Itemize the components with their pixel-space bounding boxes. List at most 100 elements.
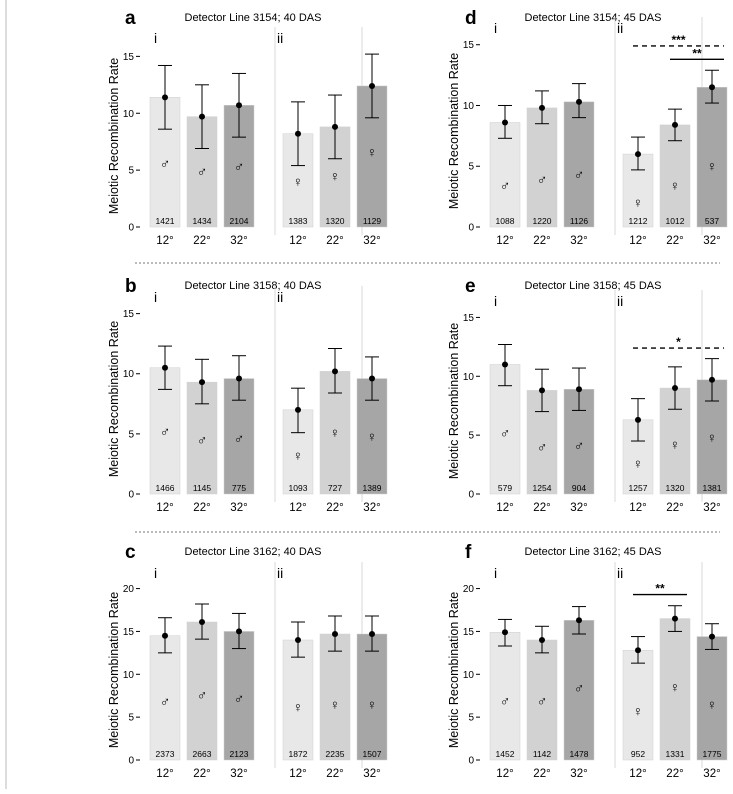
panel-title: Detector Line 3154; 40 DAS xyxy=(185,12,322,24)
mean-point xyxy=(236,628,242,635)
sample-count: 1331 xyxy=(666,749,685,759)
x-tick-label: 32° xyxy=(703,235,720,247)
y-tick-label: 5 xyxy=(468,431,474,442)
x-tick-label: 32° xyxy=(703,768,720,780)
mean-point xyxy=(709,376,715,383)
female-symbol: ♀ xyxy=(367,144,378,160)
x-tick-label: 22° xyxy=(666,768,683,780)
panel-letter: c xyxy=(125,542,136,563)
male-symbol: ♂ xyxy=(160,423,171,439)
y-axis-label: Meiotic Recombination Rate xyxy=(107,321,121,477)
y-axis-label: Meiotic Recombination Rate xyxy=(447,592,461,748)
x-tick-label: 22° xyxy=(193,502,210,514)
bar xyxy=(526,639,558,761)
female-symbol: ♀ xyxy=(330,696,341,712)
female-symbol: ♀ xyxy=(670,178,681,194)
x-tick-label: 32° xyxy=(363,502,380,514)
significance-label: *** xyxy=(671,33,685,47)
male-symbol: ♂ xyxy=(537,693,548,709)
mean-point xyxy=(295,130,301,137)
sample-count: 1452 xyxy=(496,749,515,759)
panel-title: Detector Line 3158; 40 DAS xyxy=(185,280,322,292)
bar xyxy=(696,636,728,761)
female-symbol: ♀ xyxy=(707,158,718,174)
mean-point xyxy=(576,386,582,393)
subgroup-label-ii: ii xyxy=(277,565,283,581)
x-tick-label: 12° xyxy=(156,502,173,514)
x-tick-label: 22° xyxy=(326,235,343,247)
y-tick-label: 10 xyxy=(463,101,475,112)
sample-count: 2373 xyxy=(156,749,175,759)
bar xyxy=(659,618,691,761)
y-axis-label: Meiotic Recombination Rate xyxy=(107,58,121,214)
sample-count: 1434 xyxy=(193,216,212,226)
male-symbol: ♂ xyxy=(197,432,208,448)
y-tick-label: 0 xyxy=(128,490,134,501)
bar xyxy=(622,650,654,761)
mean-point xyxy=(709,633,715,640)
sample-count: 1088 xyxy=(496,216,515,226)
mean-point xyxy=(295,406,301,413)
sample-count: 1478 xyxy=(570,749,589,759)
mean-point xyxy=(295,637,301,643)
sample-count: 579 xyxy=(498,483,512,493)
male-symbol: ♂ xyxy=(500,425,511,441)
panel-b: b Detector Line 3158; 40 DAS Meiotic Recom… xyxy=(107,276,388,514)
mean-point xyxy=(236,102,242,109)
y-tick-label: 15 xyxy=(463,313,475,324)
female-symbol: ♀ xyxy=(633,455,644,471)
y-tick-label: 10 xyxy=(463,372,475,383)
bar xyxy=(489,122,521,228)
sample-count: 727 xyxy=(328,483,342,493)
mean-point xyxy=(635,416,641,423)
significance-label: * xyxy=(676,335,681,349)
sample-count: 537 xyxy=(705,216,719,226)
x-tick-label: 12° xyxy=(496,502,513,514)
female-symbol: ♀ xyxy=(670,437,681,453)
subgroup-label-ii: ii xyxy=(277,30,283,46)
panel-title: Detector Line 3158; 45 DAS xyxy=(525,280,662,292)
y-tick-label: 10 xyxy=(123,109,135,120)
x-tick-label: 32° xyxy=(230,768,247,780)
panel-e: e Detector Line 3158; 45 DAS Meiotic Recom… xyxy=(447,276,728,514)
female-symbol: ♀ xyxy=(633,703,644,719)
sample-count: 2104 xyxy=(230,216,249,226)
mean-point xyxy=(635,647,641,654)
sample-count: 1383 xyxy=(289,216,308,226)
bar xyxy=(356,633,388,761)
female-symbol: ♀ xyxy=(633,195,644,211)
female-symbol: ♀ xyxy=(367,428,378,444)
sample-count: 1012 xyxy=(666,216,685,226)
sample-count: 1466 xyxy=(156,483,175,493)
y-tick-label: 20 xyxy=(123,584,135,595)
panel-a: a Detector Line 3154; 40 DAS Meiotic Recom… xyxy=(107,8,388,247)
mean-point xyxy=(369,82,375,89)
y-axis-label: Meiotic Recombination Rate xyxy=(107,592,121,748)
bar xyxy=(526,107,558,228)
mean-point xyxy=(332,631,338,637)
male-symbol: ♂ xyxy=(500,693,511,709)
sample-count: 1145 xyxy=(193,483,212,493)
sample-count: 775 xyxy=(232,483,246,493)
x-tick-label: 32° xyxy=(230,235,247,247)
female-symbol: ♀ xyxy=(707,696,718,712)
mean-point xyxy=(332,123,338,130)
male-symbol: ♂ xyxy=(574,438,585,454)
y-tick-label: 5 xyxy=(128,429,134,440)
sample-count: 1220 xyxy=(533,216,552,226)
bar xyxy=(319,633,351,761)
significance-label: ** xyxy=(655,582,665,596)
sample-count: 952 xyxy=(631,749,645,759)
y-tick-label: 15 xyxy=(123,52,135,63)
bar xyxy=(186,621,218,761)
mean-point xyxy=(162,364,168,371)
sample-count: 1775 xyxy=(703,749,722,759)
sample-count: 2663 xyxy=(193,749,212,759)
mean-point xyxy=(672,385,678,392)
sample-count: 1126 xyxy=(570,216,589,226)
mean-point xyxy=(162,94,168,101)
x-tick-label: 32° xyxy=(230,502,247,514)
significance-label: ** xyxy=(692,46,702,60)
sample-count: 1320 xyxy=(326,216,345,226)
male-symbol: ♂ xyxy=(234,431,245,447)
